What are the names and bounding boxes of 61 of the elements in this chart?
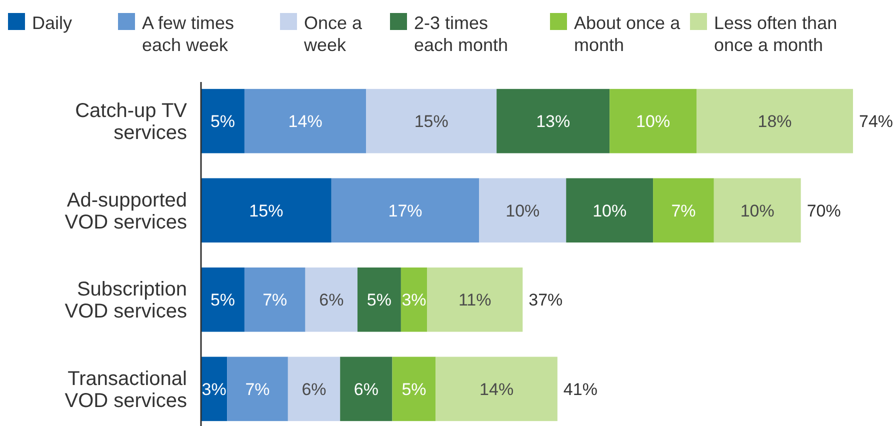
- data-label: 5%: [402, 380, 426, 399]
- data-label: 18%: [758, 112, 792, 132]
- data-label: 10%: [506, 201, 540, 220]
- data-label: 10%: [592, 201, 627, 220]
- bar: [392, 356, 436, 422]
- bar: [201, 268, 244, 332]
- y-tick-label: Catch-up TV services: [75, 100, 188, 144]
- data-label: 5%: [366, 290, 392, 310]
- bar: [566, 178, 654, 242]
- bar: [479, 178, 566, 242]
- bar: [436, 356, 558, 422]
- bar: [227, 356, 288, 422]
- total-label: 70%: [806, 201, 841, 220]
- bar: [244, 268, 306, 332]
- data-label: 13%: [536, 112, 570, 132]
- bar: [305, 268, 358, 332]
- total-label: 37%: [528, 290, 563, 310]
- data-label: 15%: [414, 112, 448, 132]
- data-label: 7%: [671, 201, 696, 220]
- data-label: 17%: [388, 201, 422, 220]
- total-label: 41%: [563, 380, 598, 399]
- data-label: 10%: [740, 201, 774, 220]
- data-label: 6%: [319, 290, 344, 310]
- legend-label: A few times each week: [142, 13, 234, 55]
- legend-label: About once a month: [574, 13, 682, 55]
- bar: [696, 88, 853, 154]
- bar: [496, 88, 610, 154]
- bar: [288, 356, 340, 422]
- data-label: 14%: [288, 112, 322, 132]
- data-label: 5%: [210, 112, 236, 132]
- bar: [201, 88, 244, 154]
- legend-label: 2-3 times each month: [414, 13, 508, 55]
- legend-label: Less often than once a month: [714, 13, 838, 55]
- y-tick-label: Subscription VOD services: [64, 278, 187, 323]
- bar: [201, 178, 332, 242]
- bar: [610, 88, 697, 154]
- y-tick-label: Ad-supported VOD services: [64, 189, 187, 234]
- bar: [244, 88, 366, 154]
- data-label: 14%: [480, 380, 514, 399]
- data-label: 7%: [262, 290, 288, 310]
- total-label: 74%: [859, 112, 894, 132]
- y-tick-label: Transactional VOD services: [64, 368, 187, 412]
- data-label: 3%: [202, 380, 226, 399]
- legend-label: Daily: [32, 13, 72, 33]
- data-label: 10%: [636, 112, 670, 132]
- legend-label: Once a week: [303, 13, 364, 55]
- bar: [427, 268, 523, 332]
- bar: [366, 88, 497, 154]
- data-label: 6%: [354, 380, 378, 399]
- data-label: 6%: [302, 380, 326, 399]
- data-label: 3%: [402, 290, 426, 310]
- bar: [340, 356, 392, 422]
- bar: [714, 178, 801, 242]
- data-label: 5%: [210, 290, 236, 310]
- bar: [357, 268, 401, 332]
- data-label: 15%: [249, 201, 284, 220]
- data-label: 7%: [245, 380, 270, 399]
- bar: [400, 268, 428, 332]
- data-label: 11%: [458, 290, 492, 310]
- bar: [653, 178, 714, 242]
- bar: [331, 178, 480, 242]
